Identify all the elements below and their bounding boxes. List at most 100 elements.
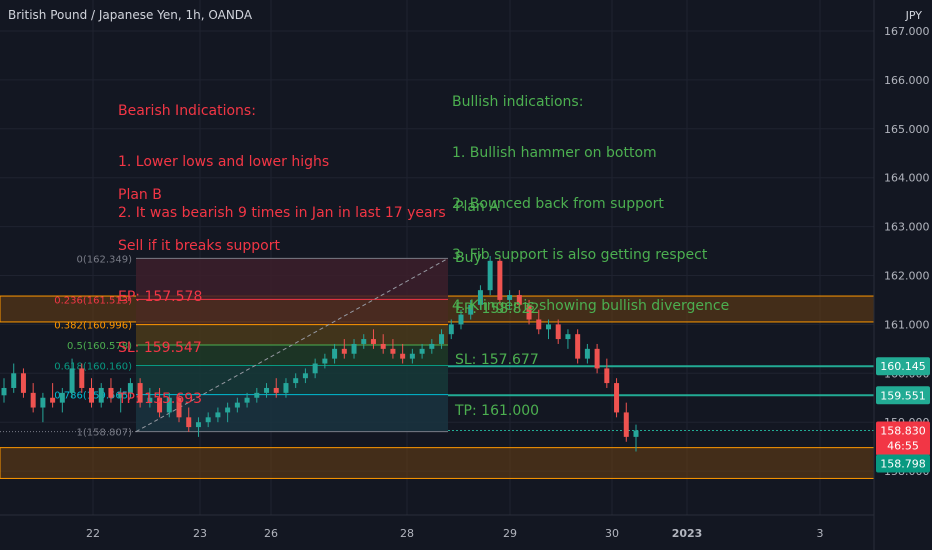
candle-body <box>351 343 357 354</box>
candle-body <box>584 348 590 359</box>
current-price-label: 158.830 <box>880 425 926 438</box>
candle-body <box>458 314 464 325</box>
horizontal-levels <box>448 365 874 432</box>
candle-body <box>575 334 581 359</box>
candle-body <box>273 387 279 393</box>
candle-body <box>30 392 36 408</box>
candle-body <box>623 412 629 437</box>
candle-body <box>40 397 46 408</box>
plan-a-note: Plan A Buy EP: 158.822 SL: 157.677 TP: 1… <box>455 165 539 437</box>
zone-support <box>0 447 875 479</box>
current-price-tag <box>876 421 930 456</box>
x-tick-label: 28 <box>400 527 414 540</box>
y-tick-label: 166.000 <box>884 74 930 87</box>
candle-body <box>594 348 600 369</box>
candle-body <box>98 387 104 403</box>
candle-body <box>604 368 610 384</box>
candle-body <box>555 324 561 340</box>
plan-b-line: Sell if it breaks support <box>118 238 280 254</box>
level-price-label: 159.551 <box>880 389 926 402</box>
candle-body <box>225 407 231 413</box>
level-price-label: 160.145 <box>880 360 926 373</box>
fib-band <box>136 299 448 325</box>
level-price-tag <box>876 386 930 405</box>
fib-level-label: 0.5(160.578) <box>67 341 132 352</box>
fib-level-label: 0.236(161.513) <box>54 295 132 306</box>
bullish-line: 3. Fib support is also getting respect <box>452 247 708 263</box>
candle-body <box>477 290 483 305</box>
candle-body <box>176 397 182 418</box>
candle-body <box>147 397 153 403</box>
x-tick-label: 26 <box>264 527 278 540</box>
plan-a-line: Plan A <box>455 199 499 215</box>
plan-b-line: EP: 157.578 <box>118 289 203 305</box>
candle-body <box>69 368 75 393</box>
x-tick-label: 29 <box>503 527 517 540</box>
y-tick-label: 165.000 <box>884 123 930 136</box>
level-price-tag <box>876 357 930 376</box>
candles <box>1 255 639 452</box>
plan-a-line: SL: 157.677 <box>455 352 539 368</box>
candle-body <box>448 324 454 335</box>
fib-band <box>136 365 448 395</box>
candle-body <box>244 397 250 403</box>
candle-body <box>341 348 347 354</box>
fib-band <box>136 258 448 300</box>
bearish-line: Bearish Indications: <box>118 103 256 119</box>
candle-body <box>254 392 260 398</box>
bearish-line: 2. It was bearish 9 times in Jan in last… <box>118 205 446 221</box>
candle-body <box>166 397 172 413</box>
candle-body <box>293 378 299 384</box>
candle-body <box>186 417 192 428</box>
plan-b-line: TP: 155.693 <box>118 391 203 407</box>
candle-body <box>20 373 26 393</box>
symbol-title: British Pound / Japanese Yen, 1h, OANDA <box>8 8 253 22</box>
candle-body <box>429 343 435 349</box>
candle-body <box>118 392 124 398</box>
plan-b-line: Plan B <box>118 187 162 203</box>
candle-body <box>283 383 289 393</box>
plan-b-note: Plan B Sell if it breaks support EP: 157… <box>118 153 280 425</box>
candle-body <box>234 402 240 408</box>
candle-body <box>565 334 571 340</box>
candle-body <box>1 387 7 396</box>
candle-body <box>59 392 65 403</box>
plan-a-line: EP: 158.822 <box>455 301 540 317</box>
candle-body <box>633 430 639 437</box>
fib-level-label: 0.618(160.160) <box>54 361 132 372</box>
candle-body <box>526 304 532 320</box>
y-tick-label: 163.000 <box>884 221 930 234</box>
candle-body <box>50 397 56 403</box>
bullish-line: 4. Klinger is showing bullish divergence <box>452 298 730 314</box>
bullish-line: 1. Bullish hammer on bottom <box>452 145 657 161</box>
x-tick-label: 22 <box>86 527 100 540</box>
plan-a-line: TP: 161.000 <box>455 403 540 419</box>
plan-b-line: SL: 159.547 <box>118 340 202 356</box>
candle-body <box>439 334 445 344</box>
candle-body <box>205 417 211 423</box>
fib-retracement[interactable]: 0(162.349) 0.236(161.513) 0.382(160.996) 0.… <box>0 254 449 439</box>
close-price-label: 158.798 <box>880 458 926 471</box>
candle-body <box>215 412 221 418</box>
candle-body <box>497 260 503 300</box>
candle-body <box>322 358 328 364</box>
candle-body <box>361 339 367 344</box>
y-tick-label: 164.000 <box>884 172 930 185</box>
fib-trend-line <box>135 257 449 433</box>
fib-band <box>136 345 448 366</box>
candle-body <box>332 348 338 359</box>
countdown-label: 46:55 <box>887 440 919 453</box>
candle-body <box>409 353 415 359</box>
bullish-line: Bullish indications: <box>452 94 584 110</box>
bearish-note: Bearish Indications: 1. Lower lows and l… <box>118 69 446 239</box>
candle-body <box>614 383 620 413</box>
candle-body <box>312 363 318 374</box>
fib-level-label: 0(162.349) <box>76 254 132 265</box>
fib-band <box>136 324 448 346</box>
candle-body <box>79 368 85 388</box>
candle-body <box>507 295 513 300</box>
candle-body <box>157 397 163 413</box>
currency-label: JPY <box>905 9 922 22</box>
x-tick-label: 30 <box>605 527 619 540</box>
